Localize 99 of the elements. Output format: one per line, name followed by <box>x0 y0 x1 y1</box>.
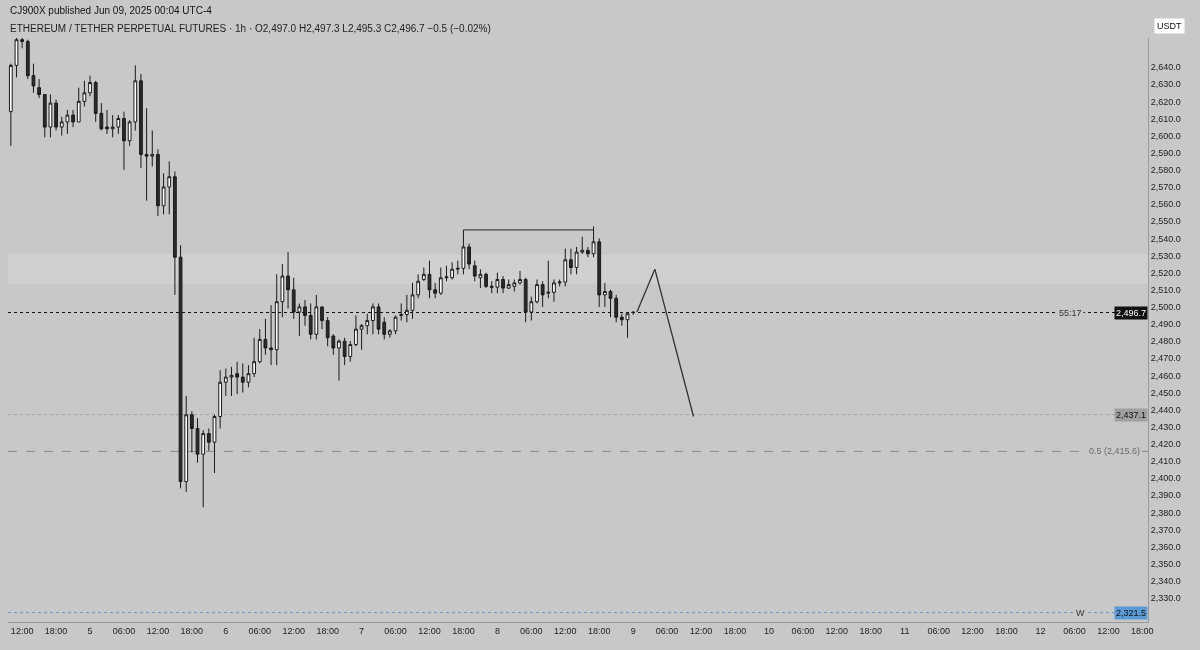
x-tick-label: 18:00 <box>723 625 747 636</box>
y-tick-label: 2,440.0 <box>1150 404 1181 415</box>
ref-line-label: 0.5 (2,415.6) <box>1089 446 1141 456</box>
x-tick-label: 12:00 <box>282 625 305 636</box>
y-tick-label: 2,410.0 <box>1150 456 1181 467</box>
y-tick-label: 2,630.0 <box>1150 79 1181 90</box>
x-tick-label: 12:00 <box>554 625 577 636</box>
candlestick <box>105 109 109 135</box>
y-tick-label: 2,470.0 <box>1150 353 1181 364</box>
candlestick <box>467 243 471 270</box>
ref-line-label: 2,496.7 <box>1116 308 1147 318</box>
x-tick-label: 06:00 <box>248 625 272 636</box>
x-tick-label: 12:00 <box>146 625 170 636</box>
y-tick-label: 2,350.0 <box>1150 558 1181 569</box>
x-tick-label: 12:00 <box>825 625 849 636</box>
x-tick-label: 06:00 <box>384 625 407 636</box>
candlestick <box>156 148 160 217</box>
candlestick <box>484 272 488 289</box>
ref-line-label: 2,437.1 <box>1116 410 1147 420</box>
y-tick-label: 2,600.0 <box>1150 130 1181 141</box>
x-tick-label: 12 <box>1035 625 1046 636</box>
y-tick-label: 2,550.0 <box>1150 216 1181 227</box>
candlestick <box>71 109 75 128</box>
y-tick-label: 2,460.0 <box>1150 370 1181 381</box>
ref-line-label: 2,321.5 <box>1116 608 1147 618</box>
candlestick <box>54 99 58 131</box>
candlestick <box>535 278 539 304</box>
y-tick-label: 2,330.0 <box>1150 593 1181 604</box>
candlestick <box>320 306 324 330</box>
x-tick-label: 18:00 <box>587 625 611 636</box>
annotation: W <box>1076 608 1085 618</box>
candlestick <box>122 111 126 171</box>
y-tick-label: 2,370.0 <box>1150 524 1181 535</box>
candlestick <box>354 314 358 347</box>
y-tick-label: 2,620.0 <box>1150 96 1181 107</box>
y-tick-label: 2,580.0 <box>1150 165 1181 176</box>
candlestick <box>139 73 143 169</box>
y-tick-label: 2,560.0 <box>1150 199 1181 210</box>
x-tick-label: 10 <box>763 625 774 636</box>
chart-title: ETHEREUM / TETHER PERPETUAL FUTURES · 1h · O2,497.0 H2,497.3 L2,495.3 C2,496.7 −0.5 (−0.02%) <box>10 23 491 34</box>
y-tick-label: 2,490.0 <box>1150 319 1181 330</box>
x-tick-label: 18:00 <box>316 625 339 636</box>
y-axis-title: USDT <box>1157 21 1182 31</box>
x-tick-label: 9 <box>630 625 636 636</box>
x-tick-label: 8 <box>494 625 500 636</box>
candlestick <box>518 270 522 286</box>
x-tick-label: 06:00 <box>791 625 815 636</box>
chart-subtitle: CJ900X published Jun 09, 2025 00:04 UTC-4 <box>10 5 213 16</box>
y-tick-label: 2,420.0 <box>1150 439 1181 450</box>
candlestick <box>388 328 392 339</box>
candlestick <box>173 171 177 296</box>
y-tick-label: 2,500.0 <box>1150 302 1181 313</box>
y-tick-label: 2,520.0 <box>1150 267 1181 278</box>
x-tick-label: 06:00 <box>1063 625 1086 636</box>
x-tick-label: 11 <box>900 625 910 636</box>
x-tick-label: 18:00 <box>1131 625 1154 636</box>
x-tick-label: 7 <box>359 625 365 636</box>
x-tick-label: 12:00 <box>418 625 441 636</box>
x-tick-label: 06:00 <box>927 625 950 636</box>
y-tick-label: 2,540.0 <box>1150 233 1181 244</box>
x-tick-label: 18:00 <box>180 625 204 636</box>
x-tick-label: 18:00 <box>995 625 1018 636</box>
y-tick-label: 2,510.0 <box>1150 284 1181 295</box>
candlestick <box>88 75 92 97</box>
x-tick-label: 06:00 <box>112 625 136 636</box>
candlestick <box>569 248 573 275</box>
y-tick-label: 2,480.0 <box>1150 336 1181 347</box>
annotation: 55:17 <box>1059 308 1082 318</box>
y-tick-label: 2,430.0 <box>1150 421 1181 432</box>
candlestick <box>393 314 398 335</box>
y-tick-label: 2,640.0 <box>1150 62 1181 73</box>
candlestick <box>337 338 341 382</box>
y-tick-label: 2,360.0 <box>1150 541 1181 552</box>
candlestick <box>37 78 41 99</box>
x-tick-label: 06:00 <box>655 625 679 636</box>
candlestick <box>586 246 590 258</box>
x-tick-label: 18:00 <box>452 625 475 636</box>
x-tick-label: 6 <box>223 625 229 636</box>
x-tick-label: 12:00 <box>1097 625 1120 636</box>
candlestick <box>552 278 556 303</box>
candlestick <box>501 275 505 294</box>
y-tick-label: 2,340.0 <box>1150 576 1181 587</box>
x-tick-label: 18:00 <box>859 625 883 636</box>
x-tick-label: 12:00 <box>10 625 34 636</box>
y-tick-label: 2,380.0 <box>1150 507 1181 518</box>
x-tick-label: 18:00 <box>44 625 68 636</box>
candlestick <box>252 337 256 378</box>
candlestick <box>286 251 290 310</box>
y-tick-label: 2,590.0 <box>1150 147 1181 158</box>
y-tick-label: 2,400.0 <box>1150 473 1181 484</box>
x-tick-label: 12:00 <box>961 625 984 636</box>
y-tick-label: 2,570.0 <box>1150 182 1181 193</box>
x-tick-label: 06:00 <box>520 625 543 636</box>
x-tick-label: 5 <box>87 625 93 636</box>
y-tick-label: 2,450.0 <box>1150 387 1181 398</box>
x-tick-label: 12:00 <box>689 625 713 636</box>
y-tick-label: 2,390.0 <box>1150 490 1181 501</box>
y-tick-label: 2,610.0 <box>1150 113 1181 124</box>
y-tick-label: 2,530.0 <box>1150 250 1181 261</box>
